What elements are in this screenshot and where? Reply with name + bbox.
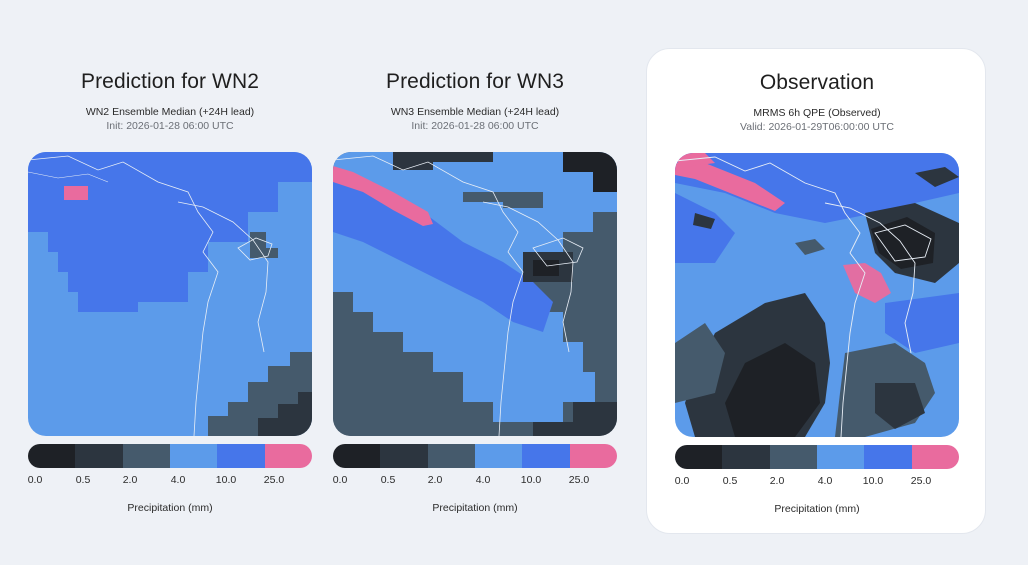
scale-tick-labels: 0.0 0.5 2.0 4.0 10.0 25.0 — [28, 474, 312, 488]
panel-observation: Observation MRMS 6h QPE (Observed) Valid… — [646, 48, 986, 534]
scale-tick: 4.0 — [170, 474, 186, 486]
color-scale-bar — [675, 445, 959, 469]
scale-tick: 0.5 — [722, 475, 738, 487]
scale-tick-labels: 0.0 0.5 2.0 4.0 10.0 25.0 — [333, 474, 617, 488]
scale-tick: 10.0 — [520, 474, 542, 486]
scale-tick: 2.0 — [769, 475, 785, 487]
scale-tick: 10.0 — [215, 474, 237, 486]
panel-subtitle: MRMS 6h QPE (Observed) — [753, 107, 881, 119]
scale-unit-label: Precipitation (mm) — [127, 502, 213, 514]
precip-map-wn3 — [333, 152, 617, 436]
scale-tick: 4.0 — [475, 474, 491, 486]
scale-tick: 25.0 — [568, 474, 590, 486]
color-scale-bar — [333, 444, 617, 468]
panel-subtitle: WN3 Ensemble Median (+24H lead) — [390, 106, 560, 118]
panel-subtitle: WN2 Ensemble Median (+24H lead) — [85, 106, 255, 118]
scale-tick: 0.5 — [75, 474, 91, 486]
panel-valid-time: Valid: 2026-01-29T06:00:00 UTC — [740, 121, 894, 133]
scale-tick: 2.0 — [122, 474, 138, 486]
scale-tick: 4.0 — [817, 475, 833, 487]
scale-tick: 0.0 — [27, 474, 43, 486]
panel-init-time: Init: 2026-01-28 06:00 UTC — [411, 120, 539, 132]
scale-tick: 0.0 — [332, 474, 348, 486]
precip-map-observation — [675, 153, 959, 437]
panel-title: Prediction for WN2 — [80, 70, 260, 93]
panel-title: Prediction for WN3 — [385, 70, 565, 93]
scale-tick: 25.0 — [910, 475, 932, 487]
color-scale-bar — [28, 444, 312, 468]
panel-init-time: Init: 2026-01-28 06:00 UTC — [106, 120, 234, 132]
scale-unit-label: Precipitation (mm) — [774, 503, 860, 515]
scale-unit-label: Precipitation (mm) — [432, 502, 518, 514]
scale-tick: 10.0 — [862, 475, 884, 487]
scale-tick: 0.0 — [674, 475, 690, 487]
panel-title: Observation — [759, 71, 875, 94]
scale-tick-labels: 0.0 0.5 2.0 4.0 10.0 25.0 — [675, 475, 959, 489]
panel-wn2: Prediction for WN2 WN2 Ensemble Median (… — [0, 48, 340, 534]
scale-tick: 25.0 — [263, 474, 285, 486]
scale-tick: 2.0 — [427, 474, 443, 486]
panel-wn3: Prediction for WN3 WN3 Ensemble Median (… — [305, 48, 645, 534]
precip-map-wn2 — [28, 152, 312, 436]
scale-tick: 0.5 — [380, 474, 396, 486]
